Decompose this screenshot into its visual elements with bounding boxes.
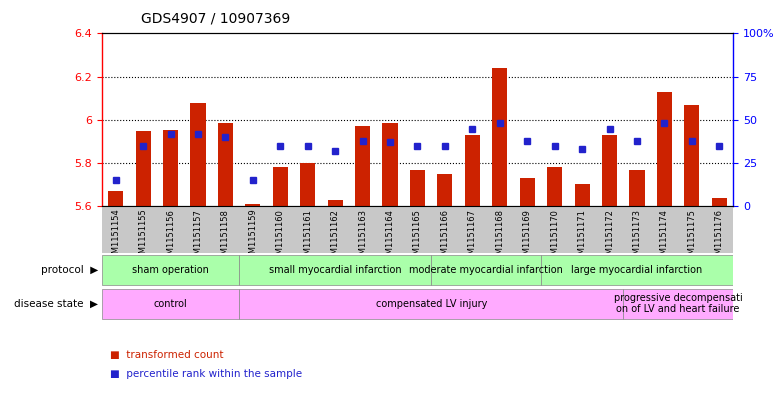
Text: ■  percentile rank within the sample: ■ percentile rank within the sample xyxy=(110,369,302,379)
Bar xyxy=(520,178,535,206)
Text: large myocardial infarction: large myocardial infarction xyxy=(572,265,702,275)
Text: GDS4907 / 10907369: GDS4907 / 10907369 xyxy=(141,11,290,26)
Text: GSM1151160: GSM1151160 xyxy=(276,209,285,264)
Text: ■  transformed count: ■ transformed count xyxy=(110,350,223,360)
Bar xyxy=(437,174,452,206)
Text: moderate myocardial infarction: moderate myocardial infarction xyxy=(409,265,563,275)
Bar xyxy=(108,191,123,206)
Text: compensated LV injury: compensated LV injury xyxy=(376,299,487,309)
Bar xyxy=(239,255,431,285)
Text: GSM1151155: GSM1151155 xyxy=(139,209,147,264)
Text: GSM1151172: GSM1151172 xyxy=(605,209,614,264)
Bar xyxy=(712,198,727,206)
Text: GSM1151175: GSM1151175 xyxy=(688,209,696,264)
Bar xyxy=(102,288,239,319)
Bar xyxy=(355,126,370,206)
Bar xyxy=(410,169,425,206)
Bar xyxy=(541,255,733,285)
Text: GSM1151156: GSM1151156 xyxy=(166,209,175,264)
Bar xyxy=(328,200,343,206)
Text: GSM1151162: GSM1151162 xyxy=(331,209,339,264)
Bar xyxy=(136,130,151,206)
Bar xyxy=(684,105,699,206)
Bar xyxy=(492,68,507,206)
Text: GSM1151157: GSM1151157 xyxy=(194,209,202,264)
Bar xyxy=(602,135,617,206)
Text: GSM1151171: GSM1151171 xyxy=(578,209,586,264)
Bar xyxy=(300,163,315,206)
Bar xyxy=(245,204,260,206)
Text: GSM1151170: GSM1151170 xyxy=(550,209,559,264)
Bar xyxy=(383,123,397,206)
Text: control: control xyxy=(154,299,187,309)
Bar xyxy=(547,167,562,206)
Text: GSM1151163: GSM1151163 xyxy=(358,209,367,264)
Text: GSM1151161: GSM1151161 xyxy=(303,209,312,264)
Text: small myocardial infarction: small myocardial infarction xyxy=(269,265,401,275)
Bar xyxy=(218,123,233,206)
Bar xyxy=(431,255,541,285)
Text: progressive decompensati
on of LV and heart failure: progressive decompensati on of LV and he… xyxy=(614,293,742,314)
Text: GSM1151164: GSM1151164 xyxy=(386,209,394,264)
Text: GSM1151174: GSM1151174 xyxy=(660,209,669,264)
Text: GSM1151166: GSM1151166 xyxy=(441,209,449,264)
Bar xyxy=(273,167,288,206)
Text: GSM1151168: GSM1151168 xyxy=(495,209,504,264)
Bar xyxy=(102,255,239,285)
Bar xyxy=(239,288,623,319)
Text: GSM1151154: GSM1151154 xyxy=(111,209,120,264)
Bar xyxy=(657,92,672,206)
Bar xyxy=(163,130,178,206)
Text: GSM1151158: GSM1151158 xyxy=(221,209,230,264)
Text: GSM1151169: GSM1151169 xyxy=(523,209,532,264)
Bar xyxy=(465,135,480,206)
Bar xyxy=(575,184,590,206)
Bar xyxy=(630,169,644,206)
Text: disease state  ▶: disease state ▶ xyxy=(14,299,98,309)
Text: GSM1151165: GSM1151165 xyxy=(413,209,422,264)
Text: GSM1151167: GSM1151167 xyxy=(468,209,477,264)
Text: protocol  ▶: protocol ▶ xyxy=(41,265,98,275)
Text: GSM1151173: GSM1151173 xyxy=(633,209,641,264)
Text: GSM1151159: GSM1151159 xyxy=(249,209,257,264)
Text: GSM1151176: GSM1151176 xyxy=(715,209,724,264)
Bar xyxy=(191,103,205,206)
Bar xyxy=(623,288,733,319)
Text: sham operation: sham operation xyxy=(132,265,209,275)
